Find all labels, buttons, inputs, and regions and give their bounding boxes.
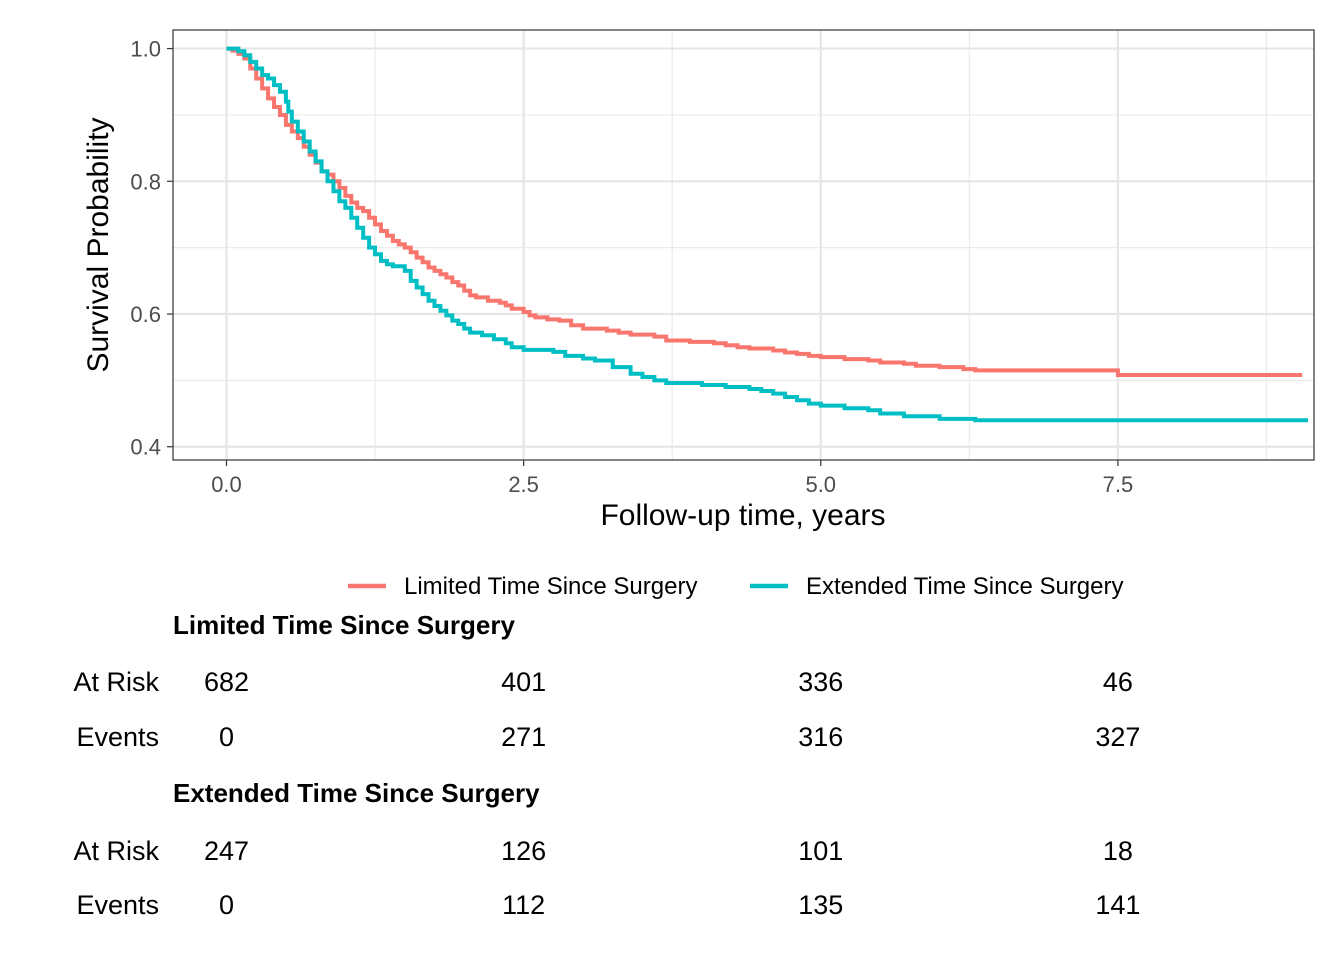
risk-table-row: Events 0 271 316 327 <box>76 722 1140 752</box>
x-axis: 0.0 2.5 5.0 7.5 <box>211 460 1133 497</box>
risk-table-row: Events 0 112 135 141 <box>76 890 1140 920</box>
risk-table-cell: 18 <box>1103 836 1133 866</box>
risk-table-cell: 401 <box>501 667 546 697</box>
x-tick-label: 2.5 <box>508 472 539 497</box>
plot-panel <box>172 29 1315 461</box>
x-axis-title: Follow-up time, years <box>600 499 885 532</box>
risk-row-label: At Risk <box>73 836 159 866</box>
y-axis-title: Survival Probability <box>82 117 115 372</box>
survival-curves <box>226 46 1309 423</box>
risk-table-cell: 126 <box>501 836 546 866</box>
risk-table-cell: 682 <box>204 667 249 697</box>
major-gridlines <box>173 30 1314 460</box>
risk-group-title: Limited Time Since Surgery <box>173 610 516 640</box>
risk-row-label: At Risk <box>73 667 159 697</box>
risk-table-cell: 0 <box>219 890 234 920</box>
x-tick-label: 0.0 <box>211 472 242 497</box>
panel-background <box>173 30 1314 460</box>
risk-table-row: At Risk 247 126 101 18 <box>73 836 1132 866</box>
legend-item: Limited Time Since Surgery <box>348 573 697 600</box>
minor-gridlines <box>173 30 1314 460</box>
legend-item: Extended Time Since Surgery <box>750 573 1124 600</box>
risk-table-cell: 141 <box>1095 890 1140 920</box>
risk-table-cell: 135 <box>798 890 843 920</box>
y-tick-label: 0.8 <box>130 169 161 194</box>
y-axis: 0.4 0.6 0.8 1.0 <box>130 37 173 460</box>
y-tick-label: 1.0 <box>130 37 161 62</box>
risk-row-label: Events <box>76 890 159 920</box>
risk-table-cell: 316 <box>798 722 843 752</box>
risk-table-group: Limited Time Since Surgery At Risk 682 401 3… <box>73 610 1140 752</box>
risk-table-group: Extended Time Since Surgery At Risk 247 126… <box>73 778 1140 920</box>
risk-table: Limited Time Since Surgery At Risk 682 401 3… <box>73 610 1140 920</box>
risk-table-cell: 46 <box>1103 667 1133 697</box>
risk-table-cell: 112 <box>502 890 545 920</box>
risk-table-cell: 336 <box>798 667 843 697</box>
panel-border <box>172 29 1315 461</box>
risk-table-cell: 271 <box>501 722 546 752</box>
risk-group-title: Extended Time Since Surgery <box>173 778 540 808</box>
risk-table-cell: 247 <box>204 836 249 866</box>
risk-table-row: At Risk 682 401 336 46 <box>73 667 1132 697</box>
x-tick-label: 7.5 <box>1103 472 1134 497</box>
legend: Limited Time Since Surgery Extended Time … <box>348 573 1124 600</box>
survival-curve-extended <box>226 46 1309 423</box>
y-tick-label: 0.4 <box>130 435 161 460</box>
risk-table-cell: 0 <box>219 722 234 752</box>
y-tick-label: 0.6 <box>130 302 161 327</box>
risk-table-cell: 327 <box>1095 722 1140 752</box>
x-tick-label: 5.0 <box>805 472 836 497</box>
legend-label: Limited Time Since Surgery <box>404 573 697 600</box>
risk-table-cell: 101 <box>798 836 843 866</box>
risk-row-label: Events <box>76 722 159 752</box>
legend-label: Extended Time Since Surgery <box>806 573 1124 600</box>
